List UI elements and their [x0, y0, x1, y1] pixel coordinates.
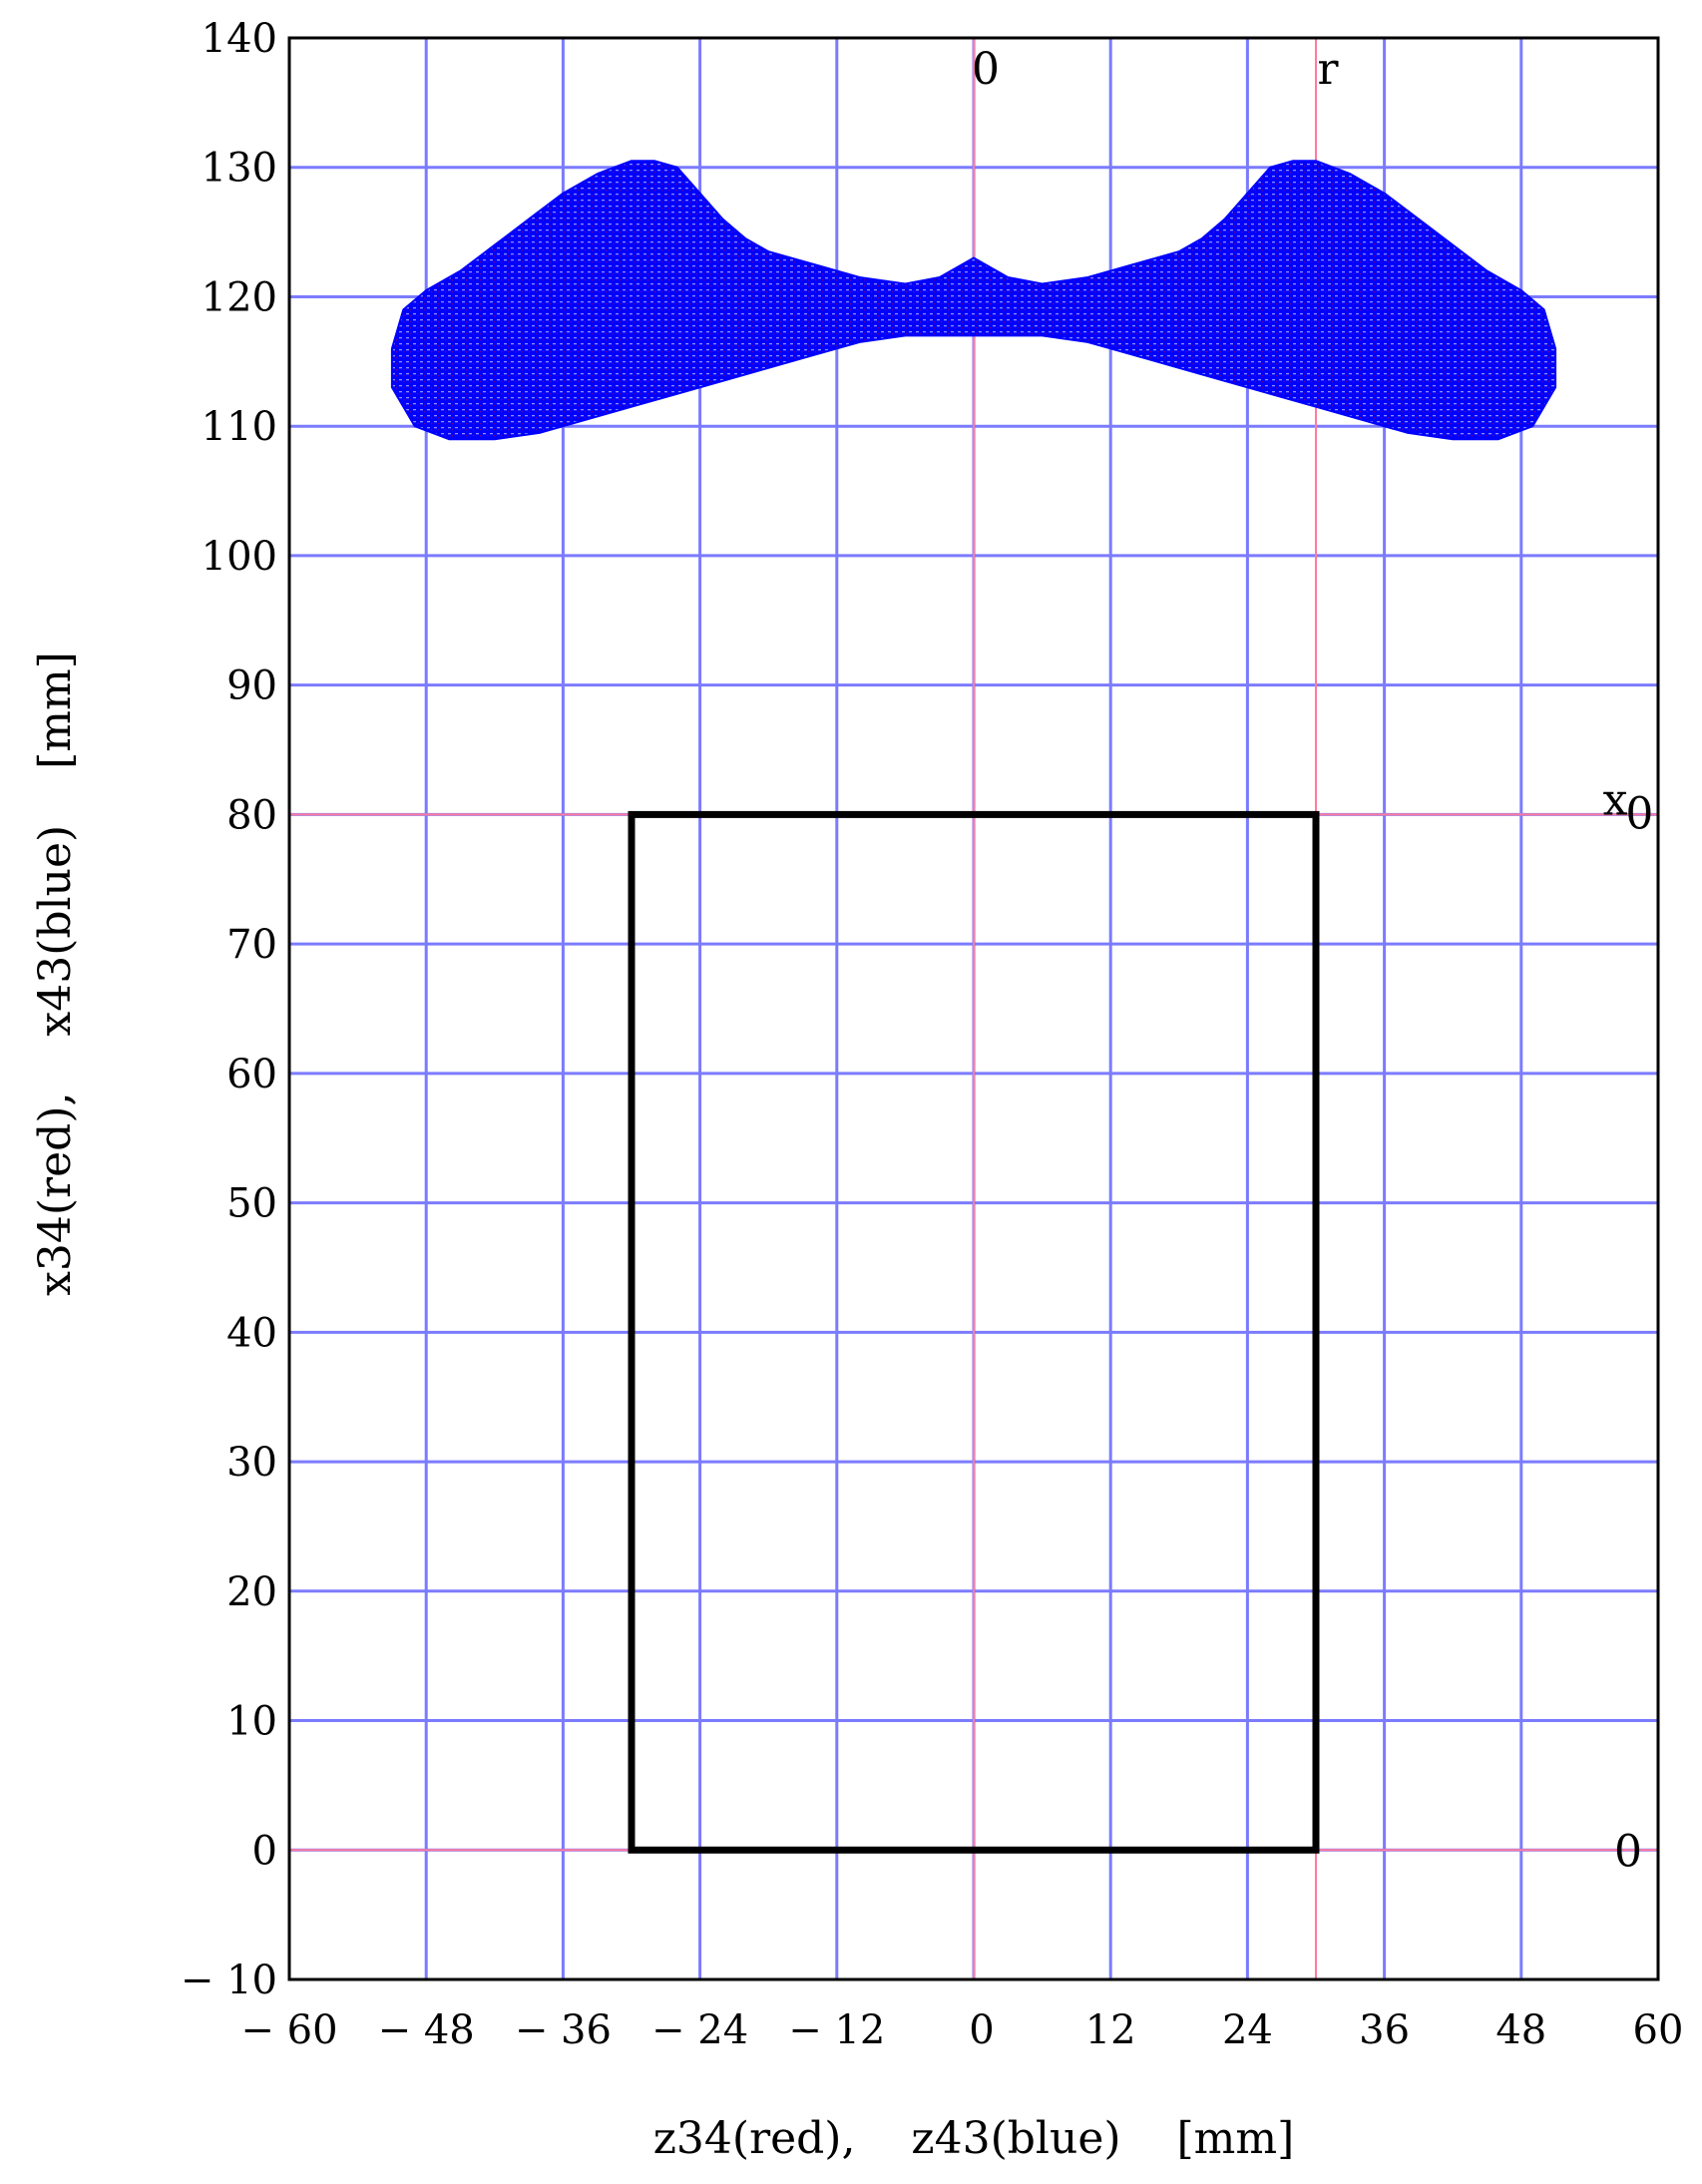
y-tick-label: 50	[226, 1181, 277, 1227]
y-tick-labels: − 10 0 10 20 30 40 50 60 70 80 90 100 110 120 130 140	[181, 16, 277, 2003]
y-tick-label: 10	[226, 1699, 277, 1745]
y-tick-label: 100	[202, 534, 277, 580]
x-tick-label: 60	[1633, 2007, 1684, 2053]
series-layer	[390, 160, 1557, 441]
x-axis-title: z34(red), z43(blue) [mm]	[653, 2113, 1295, 2164]
y-tick-label: 120	[202, 274, 277, 320]
y-tick-label: 110	[202, 404, 277, 450]
x-tick-label: 36	[1359, 2007, 1410, 2053]
series-points-blob	[390, 160, 1557, 441]
y-tick-label: 30	[226, 1440, 277, 1486]
x-tick-labels: − 60 − 48 − 36 − 24 − 12 0 12 24 36 48 60	[240, 2007, 1683, 2053]
x-tick-label: 12	[1085, 2007, 1136, 2053]
rectangle-layer	[628, 810, 1320, 1854]
x-tick-label: − 36	[515, 2007, 612, 2053]
reference-label-horizontal: 0	[1614, 1826, 1642, 1877]
y-tick-label: 20	[226, 1569, 277, 1615]
y-tick-label: − 10	[181, 1958, 277, 2003]
x-tick-label: 24	[1222, 2007, 1273, 2053]
reference-label-vertical: r	[1317, 44, 1339, 95]
x-tick-label: 0	[969, 2007, 994, 2053]
reference-label-horizontal: x0	[1603, 774, 1654, 839]
x-tick-label: − 48	[378, 2007, 475, 2053]
plot-frame	[287, 36, 1660, 1981]
black-rectangle	[628, 810, 1320, 1854]
y-tick-label: 0	[252, 1828, 277, 1874]
y-tick-label: 130	[202, 146, 277, 192]
y-tick-label: 90	[226, 663, 277, 709]
y-tick-label: 80	[226, 792, 277, 838]
y-tick-label: 70	[226, 922, 277, 968]
x-tick-label: − 24	[651, 2007, 748, 2053]
reference-label-vertical: 0	[972, 44, 1000, 95]
y-tick-label: 140	[202, 16, 277, 62]
x-tick-label: − 60	[240, 2007, 337, 2053]
x-tick-label: 48	[1495, 2007, 1546, 2053]
y-tick-label: 60	[226, 1052, 277, 1097]
reference-label-subscript: 0	[1625, 788, 1653, 839]
y-tick-label: 40	[226, 1310, 277, 1356]
x-tick-label: − 12	[788, 2007, 885, 2053]
y-axis-title: x34(red), x43(blue) [mm]	[30, 652, 81, 1296]
